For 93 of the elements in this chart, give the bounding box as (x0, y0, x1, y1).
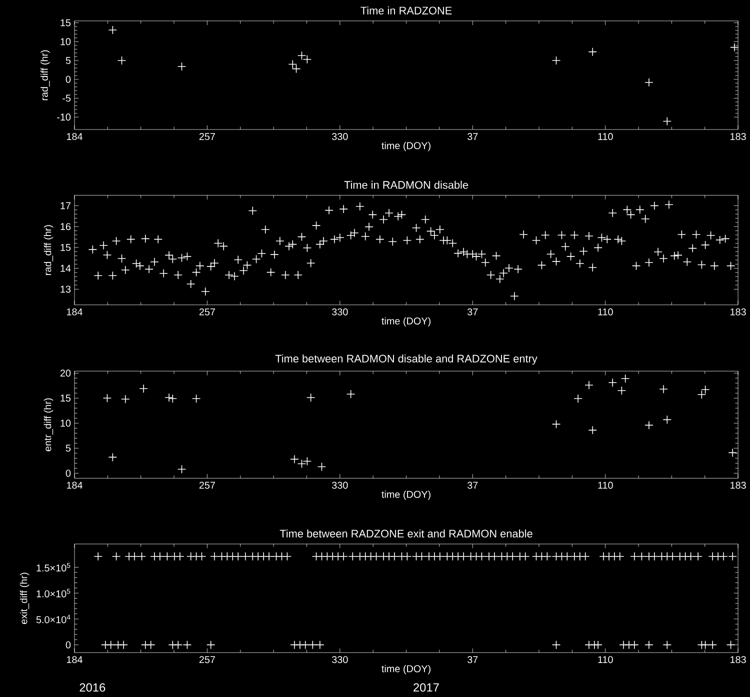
point (164, 393, 174, 402)
y-tick-label: 13 (60, 286, 71, 293)
point (662, 415, 672, 424)
x-tick-label: 330 (332, 482, 348, 489)
x-tick-label: 330 (332, 656, 348, 663)
chart-title: Time in RADMON disable (344, 180, 468, 189)
point (177, 464, 186, 474)
x-tick-label: 110 (598, 132, 613, 140)
x-tick-label: 37 (467, 482, 478, 489)
point (317, 462, 326, 471)
x-tick-label: 183 (730, 132, 746, 140)
x-tick-label: 110 (598, 656, 613, 663)
point (290, 454, 299, 464)
point (659, 384, 668, 394)
point (588, 47, 597, 56)
x-tick-label: 330 (332, 132, 348, 140)
x-tick-label: 257 (199, 308, 215, 316)
y-axis-title: rad_diff (hr) (44, 224, 54, 275)
y-tick-label: 0 (66, 76, 71, 83)
point (644, 420, 654, 430)
chart-title: Time in RADZONE (360, 6, 452, 14)
x-axis-title: time (DOY) (382, 142, 430, 151)
x-tick-label: 330 (332, 308, 348, 316)
point (297, 459, 306, 468)
text: 2017 (414, 683, 439, 692)
point (117, 56, 126, 65)
point (620, 374, 630, 383)
y-axis-title: entr_diff (hr) (44, 398, 54, 451)
chart-title: Time between RADZONE exit and RADMON enable (280, 529, 532, 538)
y-tick-label: 17 (60, 202, 70, 209)
x-tick-label: 257 (199, 132, 215, 140)
x-tick-label: 184 (66, 132, 82, 140)
y-tick-label: 0 (66, 470, 71, 477)
point (728, 448, 737, 457)
point (574, 394, 582, 403)
x-tick-label: 183 (730, 482, 746, 489)
point (584, 380, 594, 390)
point (617, 386, 626, 395)
y-tick-label: -5 (62, 94, 71, 102)
x-tick-label: 37 (467, 656, 478, 663)
x-tick-label: 184 (66, 656, 82, 663)
point (168, 394, 178, 403)
y-tick-label: 0 (66, 641, 71, 648)
x-tick-label: 183 (730, 308, 746, 316)
x-tick-label: 257 (199, 656, 215, 663)
y-tick-label: -10 (57, 113, 71, 120)
y-tick-label: 15 (60, 394, 71, 402)
point (608, 378, 617, 387)
y-axis-title: exit_diff (hr) (20, 572, 30, 624)
point (588, 426, 597, 434)
point (552, 56, 561, 65)
x-tick-label: 184 (66, 482, 82, 489)
point (108, 25, 118, 34)
point (192, 394, 201, 403)
point (139, 384, 148, 393)
point (700, 385, 710, 394)
x-tick-label: 183 (730, 656, 746, 663)
y-tick-label: 15 (60, 244, 71, 251)
point (121, 394, 130, 404)
point (306, 393, 316, 402)
y-tick-label: 10 (60, 38, 71, 45)
point (697, 390, 706, 399)
x-axis-title: time (DOY) (382, 490, 430, 500)
point (346, 390, 356, 398)
x-tick-label: 184 (66, 308, 82, 316)
point (552, 420, 561, 428)
x-tick-label: 110 (598, 482, 613, 489)
x-axis-title: time (DOY) (382, 317, 430, 326)
x-axis-title: time (DOY) (382, 664, 430, 674)
point (177, 62, 186, 71)
x-tick-label: 110 (598, 308, 613, 316)
y-tick-label: 5.0×10$^{4}$ (36, 614, 70, 624)
y-tick-label: 10 (60, 419, 71, 426)
point (662, 116, 672, 126)
y-tick-label: 14 (60, 264, 71, 272)
y-tick-label: 16 (60, 222, 71, 230)
y-tick-label: 20 (60, 369, 71, 376)
y-tick-label: 5 (66, 444, 71, 452)
point (102, 394, 112, 402)
y-axis-title: rad_diff (hr) (40, 50, 50, 100)
y-tick-label: 1.0×10$^{5}$ (36, 588, 70, 598)
text: 2016 (80, 683, 106, 692)
x-tick-label: 37 (467, 132, 478, 140)
y-tick-label: 15 (60, 19, 71, 26)
chart-title: Time between RADMON disable and RADZONE entry (275, 354, 538, 364)
point (730, 42, 739, 52)
point (108, 452, 118, 462)
point (302, 456, 312, 466)
y-tick-label: 5 (66, 56, 71, 64)
y-tick-label: 1.5×10$^{5}$ (36, 562, 70, 572)
point (644, 78, 654, 87)
x-tick-label: 37 (467, 308, 478, 316)
x-tick-label: 257 (199, 482, 215, 489)
